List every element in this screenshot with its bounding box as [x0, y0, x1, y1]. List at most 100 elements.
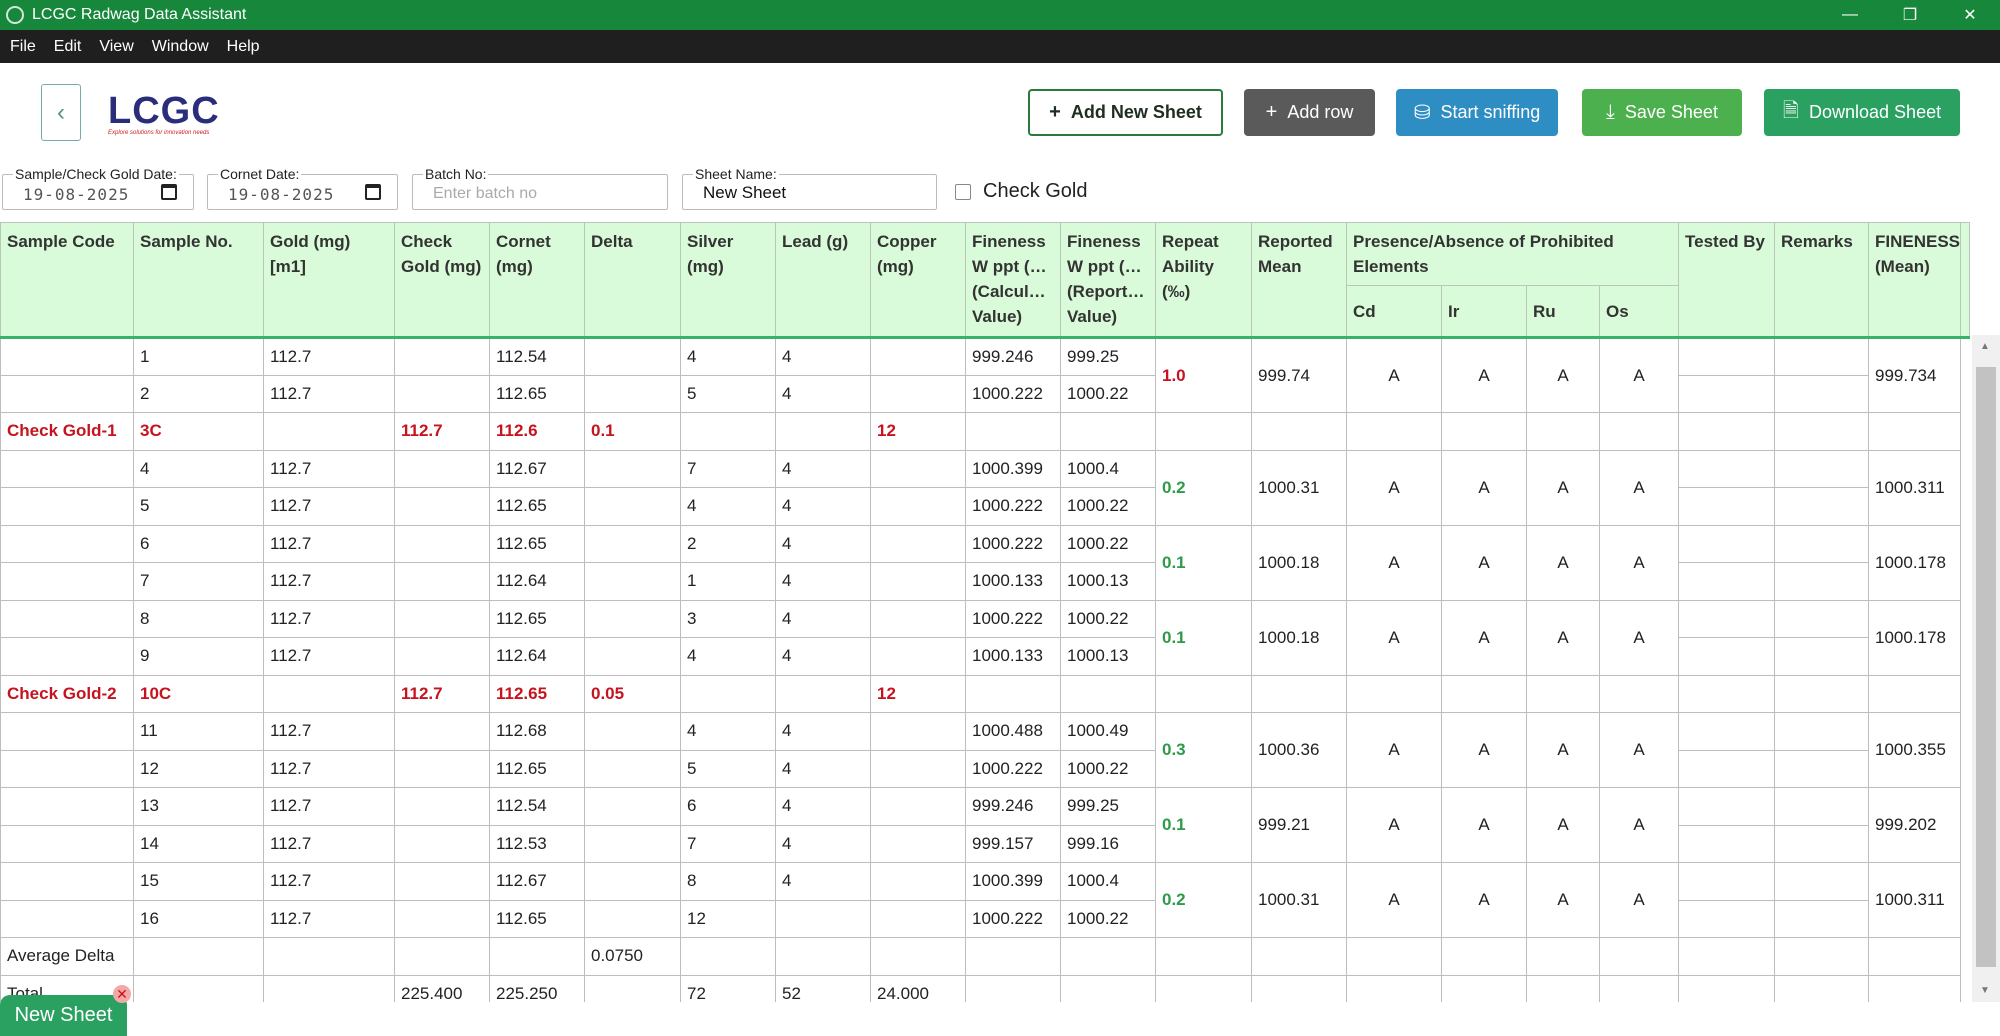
delta-cell[interactable]: [584, 487, 681, 526]
delta-cell[interactable]: [584, 712, 681, 751]
remarks-cell[interactable]: [1774, 487, 1869, 526]
os-cell[interactable]: A: [1599, 449, 1679, 526]
gold-cell[interactable]: 112.7: [263, 524, 395, 563]
repeatability-cell[interactable]: 0.3: [1155, 712, 1252, 788]
sample-code-cell[interactable]: [0, 599, 134, 638]
empty-cell[interactable]: [1441, 974, 1527, 1002]
ir-cell[interactable]: A: [1441, 449, 1527, 526]
cornet-cell[interactable]: 112.64: [489, 637, 585, 676]
sample-code-cell[interactable]: [0, 899, 134, 938]
sample-code-cell[interactable]: [0, 524, 134, 563]
cornet-cell[interactable]: 112.68: [489, 712, 585, 751]
empty-cell[interactable]: [1868, 974, 1961, 1002]
delta-cell[interactable]: [584, 787, 681, 826]
fineness-mean-cell[interactable]: 1000.178: [1868, 599, 1961, 676]
delta-cell[interactable]: [584, 862, 681, 901]
silver-cell[interactable]: 2: [680, 524, 776, 563]
lead-cell[interactable]: 4: [775, 562, 871, 601]
empty-cell[interactable]: [394, 937, 490, 976]
fineness-reported-cell[interactable]: [1060, 412, 1156, 451]
silver-cell[interactable]: 6: [680, 787, 776, 826]
sample-code-cell[interactable]: [0, 637, 134, 676]
gold-cell[interactable]: 112.7: [263, 712, 395, 751]
copper-cell[interactable]: [870, 862, 966, 901]
sample-code-cell[interactable]: [0, 749, 134, 788]
lead-cell[interactable]: [775, 899, 871, 938]
remarks-cell[interactable]: [1774, 337, 1869, 376]
copper-cell[interactable]: [870, 487, 966, 526]
repeatability-cell[interactable]: 1.0: [1155, 337, 1252, 413]
empty-cell[interactable]: [489, 937, 585, 976]
menu-window[interactable]: Window: [151, 37, 209, 55]
silver-cell[interactable]: 4: [680, 487, 776, 526]
silver-cell[interactable]: 1: [680, 562, 776, 601]
fineness-reported-cell[interactable]: [1060, 674, 1156, 713]
silver-cell[interactable]: 8: [680, 862, 776, 901]
delta-cell[interactable]: [584, 524, 681, 563]
empty-cell[interactable]: [965, 974, 1061, 1002]
lead-cell[interactable]: 4: [775, 599, 871, 638]
fineness-mean-cell[interactable]: 999.734: [1868, 337, 1961, 413]
gold-cell[interactable]: 112.7: [263, 749, 395, 788]
sample-no-cell[interactable]: 16: [133, 899, 264, 938]
delta-cell[interactable]: [584, 824, 681, 863]
lead-cell[interactable]: 4: [775, 524, 871, 563]
tested-by-cell[interactable]: [1678, 862, 1775, 901]
fineness-calc-cell[interactable]: [965, 412, 1061, 451]
os-cell[interactable]: A: [1599, 524, 1679, 601]
empty-cell[interactable]: [870, 937, 966, 976]
ru-cell[interactable]: [1526, 674, 1600, 713]
ru-cell[interactable]: A: [1526, 787, 1600, 863]
lead-cell[interactable]: 4: [775, 712, 871, 751]
silver-cell[interactable]: 3: [680, 599, 776, 638]
fineness-calc-cell[interactable]: 1000.488: [965, 712, 1061, 751]
copper-cell[interactable]: [870, 599, 966, 638]
fineness-calc-cell[interactable]: 999.246: [965, 787, 1061, 826]
empty-cell[interactable]: [1251, 937, 1347, 976]
fineness-reported-cell[interactable]: 1000.22: [1060, 524, 1156, 563]
tested-by-cell[interactable]: [1678, 787, 1775, 826]
sample-no-cell[interactable]: 4: [133, 449, 264, 488]
ru-cell[interactable]: A: [1526, 524, 1600, 601]
empty-cell[interactable]: [1599, 974, 1679, 1002]
empty-cell[interactable]: [680, 937, 776, 976]
ir-cell[interactable]: [1441, 412, 1527, 451]
download-sheet-button[interactable]: 🗎 Download Sheet: [1764, 89, 1960, 136]
back-button[interactable]: ‹: [41, 84, 81, 141]
reported-mean-cell[interactable]: 999.74: [1251, 337, 1347, 413]
copper-cell[interactable]: [870, 374, 966, 413]
minimize-icon[interactable]: —: [1842, 6, 1858, 23]
remarks-cell[interactable]: [1774, 412, 1869, 451]
check-gold-cell[interactable]: [394, 637, 490, 676]
check-gold-toggle[interactable]: Check Gold: [955, 180, 1088, 203]
silver-cell[interactable]: 4: [680, 637, 776, 676]
empty-cell[interactable]: [1060, 937, 1156, 976]
fineness-reported-cell[interactable]: 1000.22: [1060, 374, 1156, 413]
remarks-cell[interactable]: [1774, 374, 1869, 413]
sheet-name-field[interactable]: Sheet Name: New Sheet: [682, 166, 937, 210]
tested-by-cell[interactable]: [1678, 524, 1775, 563]
empty-cell[interactable]: [1678, 974, 1775, 1002]
check-gold-cell[interactable]: [394, 787, 490, 826]
cd-cell[interactable]: [1346, 674, 1442, 713]
check-gold-cell[interactable]: [394, 337, 490, 376]
gold-cell[interactable]: 112.7: [263, 862, 395, 901]
delta-cell[interactable]: [584, 449, 681, 488]
copper-cell[interactable]: [870, 712, 966, 751]
fineness-reported-cell[interactable]: 1000.13: [1060, 637, 1156, 676]
os-cell[interactable]: A: [1599, 787, 1679, 863]
fineness-calc-cell[interactable]: 1000.222: [965, 599, 1061, 638]
lead-cell[interactable]: 4: [775, 449, 871, 488]
gold-cell[interactable]: 112.7: [263, 899, 395, 938]
reported-mean-cell[interactable]: 1000.18: [1251, 599, 1347, 676]
remarks-cell[interactable]: [1774, 787, 1869, 826]
empty-cell[interactable]: [263, 974, 395, 1002]
fineness-reported-cell[interactable]: 1000.4: [1060, 449, 1156, 488]
empty-cell[interactable]: [1251, 974, 1347, 1002]
reported-mean-cell[interactable]: [1251, 412, 1347, 451]
remarks-cell[interactable]: [1774, 674, 1869, 713]
lead-cell[interactable]: 4: [775, 824, 871, 863]
sample-no-cell[interactable]: 3C: [133, 412, 264, 451]
delta-cell[interactable]: [584, 899, 681, 938]
empty-cell[interactable]: [1346, 974, 1442, 1002]
